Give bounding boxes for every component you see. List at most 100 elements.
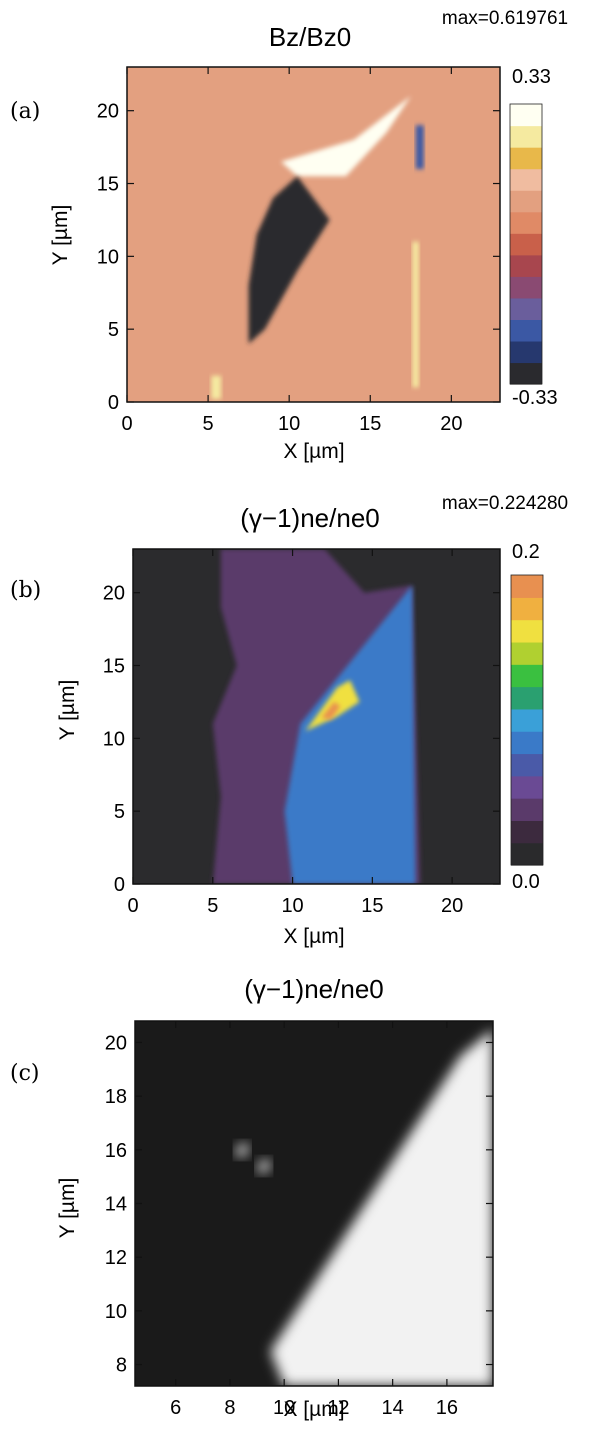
- chart-c-xtick-label: 12: [327, 1397, 349, 1419]
- chart-b-colorbar-step: [511, 753, 543, 777]
- chart-b-colorbar-step: [511, 820, 543, 844]
- chart-b-panel-label: (b): [10, 578, 41, 603]
- chart-b-ytick-label: 10: [103, 728, 125, 750]
- chart-b-title: (γ−1)ne/ne0: [240, 503, 379, 533]
- chart-b-colorbar-step: [511, 708, 543, 732]
- chart-a-max-annotation: max=0.619761: [442, 8, 568, 29]
- chart-b-colorbar-step: [511, 597, 543, 621]
- chart-a-colorbar-frame: [509, 103, 543, 385]
- chart-c-xtick-label: 16: [436, 1397, 458, 1419]
- chart-c-feature-bright-spot-2: [257, 1157, 271, 1174]
- chart-a-ytick-label: 10: [97, 246, 119, 268]
- chart-b-colorbar-step: [511, 641, 543, 665]
- chart-c-feature-bright-spot-1: [235, 1141, 249, 1158]
- chart-b-max-annotation: max=0.224280: [442, 493, 568, 514]
- chart-a-field: [211, 96, 424, 400]
- chart-b-colorbar-step: [511, 575, 543, 598]
- chart-b-colorbar-min-label: 0.0: [512, 871, 540, 893]
- chart-b-colorbar-step: [511, 619, 543, 643]
- chart-a-colorbar-step: [510, 190, 542, 213]
- chart-c-ytick-label: 18: [105, 1086, 127, 1108]
- chart-c-svg: 6 8 10 12 14 16 8 10 12 14 16 18 20 X [µm] Y [µm] (γ−1)…: [10, 974, 494, 1421]
- chart-b-ytick-label: 15: [103, 656, 125, 678]
- chart-c-ytick-label: 10: [105, 1301, 127, 1323]
- chart-b-colorbar-step: [511, 842, 543, 866]
- chart-b-feature-red-core: [321, 701, 341, 720]
- chart-c-feature-bright-triangle: [270, 1029, 493, 1386]
- chart-a-xtick-label: 10: [278, 413, 300, 435]
- chart-a-colorbar-step: [510, 297, 542, 320]
- chart-b-colorbar-step: [511, 798, 543, 821]
- chart-a-colorbar-step: [510, 147, 542, 170]
- chart-c-xtick-label: 14: [382, 1397, 404, 1419]
- chart-a-colorbar-step: [510, 125, 542, 148]
- chart-a-colorbar-step: [510, 211, 542, 234]
- chart-c-x-axis-label: X [µm]: [283, 1398, 344, 1421]
- chart-a-panel-label: (a): [10, 99, 40, 124]
- chart-a-plot-frame: [126, 66, 501, 403]
- chart-a-colorbar-step: [510, 233, 542, 256]
- chart-a-feature-positive-lobe: [281, 96, 411, 177]
- chart-b-x-axis-label: X [µm]: [283, 925, 344, 948]
- chart-b-field: [212, 549, 421, 884]
- chart-a-xtick-label: 0: [121, 413, 132, 435]
- chart-c-title: (γ−1)ne/ne0: [244, 974, 383, 1004]
- chart-a-feature-negative-lobe: [248, 176, 330, 344]
- chart-a-xtick-label: 15: [359, 413, 381, 435]
- chart-a-xtick-label: 20: [440, 413, 462, 435]
- chart-b-xtick-label: 10: [281, 895, 303, 917]
- chart-b-plot-frame: [132, 548, 501, 885]
- chart-c-ytick-label: 14: [105, 1194, 127, 1216]
- chart-b-svg: 0 5 10 15 20 0 5 10 15 20 X [µm] Y [µm] (γ−1)ne/ne0 (…: [10, 493, 568, 948]
- chart-a-colorbar-max-label: 0.33: [512, 66, 551, 88]
- chart-a-svg: 0 5 10 15 20 0 5 10 15 20 X [µm] Y [µm] Bz/Bz0 (a) max…: [10, 8, 568, 463]
- chart-a-colorbar-step: [510, 319, 542, 342]
- chart-a-colorbar-step: [510, 168, 542, 191]
- chart-a-colorbar-min-label: -0.33: [512, 387, 558, 409]
- chart-b-colorbar-frame: [510, 574, 544, 866]
- chart-c-field: [235, 1029, 493, 1386]
- chart-a-x-axis-label: X [µm]: [283, 440, 344, 463]
- chart-b-xtick-label: 15: [361, 895, 383, 917]
- panel-a: 0 5 10 15 20 0 5 10 15 20 X [µm] Y [µm] Bz/Bz0 (a) max…: [0, 0, 597, 475]
- chart-b-colorbar-step: [511, 731, 543, 755]
- chart-c-xtick-label: 10: [273, 1397, 295, 1419]
- chart-a-ytick-label: 20: [97, 101, 119, 123]
- chart-b-colorbar-step: [511, 686, 543, 710]
- chart-a-feature-positive-strip: [412, 241, 419, 388]
- chart-b-ytick-label: 20: [103, 583, 125, 605]
- chart-c-panel-label: (c): [10, 1061, 40, 1086]
- chart-a-colorbar-step: [510, 276, 542, 299]
- chart-b-colorbar-max-label: 0.2: [512, 541, 540, 563]
- panel-b: 0 5 10 15 20 0 5 10 15 20 X [µm] Y [µm] (γ−1)ne/ne0 (…: [0, 485, 597, 960]
- chart-a-colorbar-step: [510, 104, 542, 127]
- chart-a-colorbar-step: [510, 254, 542, 277]
- chart-c-ytick-label: 20: [105, 1032, 127, 1054]
- chart-b-xtick-label: 20: [441, 895, 463, 917]
- chart-b-y-axis-label: Y [µm]: [56, 680, 79, 741]
- chart-b-ytick-label: 5: [114, 801, 125, 823]
- chart-b-xtick-label: 0: [127, 895, 138, 917]
- chart-a-ytick-label: 15: [97, 174, 119, 196]
- chart-c-ytick-label: 12: [105, 1247, 127, 1269]
- chart-a-colorbar-step: [510, 340, 542, 364]
- chart-a-feature-negative-strip: [415, 125, 424, 169]
- chart-c-y-axis-label: Y [µm]: [56, 1178, 79, 1239]
- chart-b-xtick-label: 5: [207, 895, 218, 917]
- chart-c-ytick-label: 16: [105, 1140, 127, 1162]
- chart-a-y-axis-label: Y [µm]: [49, 205, 72, 266]
- panel-c: 6 8 10 12 14 16 8 10 12 14 16 18 20 X [µm] Y [µm] (γ−1)…: [0, 968, 597, 1430]
- chart-b-feature-blue-region: [284, 585, 416, 884]
- chart-b-ytick-label: 0: [114, 874, 125, 896]
- chart-a-title: Bz/Bz0: [269, 22, 351, 52]
- chart-a-colorbar-step: [510, 362, 542, 385]
- chart-b-colorbar-step: [511, 664, 543, 688]
- chart-a-ytick-label: 0: [108, 392, 119, 414]
- chart-c-ytick-label: 8: [116, 1355, 127, 1377]
- chart-a-ytick-label: 5: [108, 319, 119, 341]
- chart-c-xtick-label: 6: [170, 1397, 181, 1419]
- chart-a-feature-positive-spot: [211, 375, 222, 400]
- chart-b-colorbar-step: [511, 775, 543, 799]
- chart-a-xtick-label: 5: [203, 413, 214, 435]
- chart-c-xtick-label: 8: [224, 1397, 235, 1419]
